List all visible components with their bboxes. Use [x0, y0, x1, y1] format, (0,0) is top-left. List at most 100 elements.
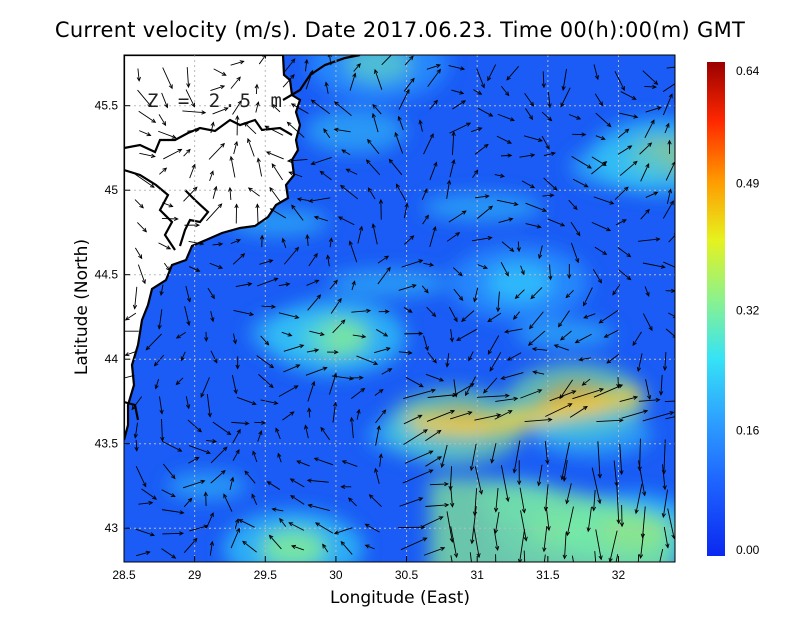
current-arrow	[665, 161, 675, 181]
current-arrow-head	[352, 72, 357, 78]
current-arrow	[256, 277, 278, 287]
current-arrow	[446, 511, 453, 542]
current-arrow	[307, 294, 321, 311]
current-arrow	[616, 485, 620, 524]
current-arrow	[230, 76, 241, 89]
current-arrow-head	[333, 279, 338, 285]
current-arrow	[322, 544, 329, 553]
current-arrow-head	[291, 544, 297, 549]
chart-title: Current velocity (m/s). Date 2017.06.23.…	[54, 18, 746, 42]
current-arrow	[618, 128, 629, 139]
current-arrow-head	[159, 291, 164, 297]
current-arrow	[477, 107, 493, 117]
current-arrow-head	[281, 237, 286, 243]
current-arrow	[180, 351, 186, 361]
current-arrow-head	[217, 203, 223, 208]
current-arrow	[187, 129, 199, 132]
current-arrow-head	[470, 539, 475, 545]
current-arrow	[644, 120, 655, 138]
current-arrow	[421, 188, 428, 201]
current-arrow-head	[233, 389, 238, 395]
current-arrow-head	[269, 363, 275, 369]
current-arrow-head	[361, 334, 367, 339]
current-arrow-head	[561, 85, 566, 91]
current-arrow-head	[636, 366, 642, 373]
current-arrow	[212, 107, 229, 115]
current-arrow-head	[418, 497, 424, 502]
current-arrow-head	[597, 473, 602, 479]
current-arrow	[209, 262, 223, 269]
current-arrow	[423, 547, 445, 556]
current-arrow	[425, 504, 449, 507]
current-arrow-head	[395, 183, 400, 189]
current-arrow-head	[512, 468, 517, 474]
current-arrow	[538, 245, 543, 259]
current-arrow	[524, 419, 552, 423]
current-arrow	[291, 103, 309, 114]
current-arrow-head	[578, 357, 584, 362]
current-arrow	[231, 421, 249, 425]
current-arrow-head	[332, 372, 338, 378]
current-arrow	[212, 186, 217, 199]
current-arrow-head	[268, 259, 274, 264]
current-arrow-head	[583, 405, 588, 411]
current-arrow	[185, 396, 190, 409]
current-arrow-head	[409, 55, 414, 61]
current-arrow	[472, 170, 479, 179]
current-arrow	[450, 555, 453, 562]
current-arrow	[200, 377, 210, 398]
current-arrow-head	[288, 522, 294, 527]
current-arrow	[256, 355, 274, 368]
current-arrow-head	[180, 356, 185, 362]
current-arrow	[351, 281, 356, 291]
current-arrow-head	[351, 280, 356, 286]
current-arrow-head	[333, 350, 339, 355]
current-arrow-head	[271, 304, 277, 309]
current-arrow-head	[266, 481, 272, 486]
current-arrow-head	[619, 470, 624, 476]
current-arrow-head	[597, 499, 602, 505]
current-arrow	[644, 85, 656, 88]
current-arrow-head	[265, 151, 271, 156]
current-arrow-head	[430, 388, 436, 393]
current-arrow-head	[226, 430, 232, 436]
current-arrow	[356, 355, 378, 365]
current-arrow-head	[310, 99, 316, 104]
y-axis-label: Latitude (North)	[72, 238, 92, 376]
current-arrow	[309, 330, 324, 336]
current-arrow	[473, 526, 480, 558]
current-arrow-head	[424, 214, 429, 220]
current-arrow-head	[162, 167, 168, 173]
current-arrow	[323, 128, 331, 139]
current-arrow-head	[451, 131, 456, 136]
current-arrow-head	[553, 344, 559, 349]
current-arrow	[662, 489, 668, 518]
current-arrow	[468, 351, 474, 361]
current-arrow-head	[316, 294, 322, 300]
current-arrow	[257, 158, 263, 177]
current-arrow	[448, 210, 467, 223]
current-arrow	[594, 246, 607, 255]
current-arrow	[187, 419, 202, 433]
current-arrow	[403, 414, 422, 425]
current-arrow	[541, 111, 552, 121]
current-arrow-head	[251, 401, 257, 406]
current-arrow	[188, 240, 204, 245]
current-arrow-head	[424, 288, 429, 294]
current-arrow-head	[407, 308, 413, 313]
current-arrow-head	[411, 284, 417, 289]
current-arrow-head	[254, 83, 259, 89]
coastline-inlet	[124, 55, 361, 421]
current-arrow	[208, 143, 225, 160]
velocity-patch	[422, 193, 543, 222]
current-arrow	[189, 164, 196, 179]
current-arrow-head	[496, 307, 501, 313]
current-arrow	[450, 526, 458, 558]
current-arrow-head	[139, 203, 144, 209]
current-arrow-head	[145, 345, 151, 351]
current-arrow	[270, 208, 287, 219]
current-arrow	[642, 70, 658, 85]
current-arrow	[477, 264, 488, 269]
current-arrow	[134, 286, 138, 309]
current-arrow-head	[547, 103, 552, 109]
